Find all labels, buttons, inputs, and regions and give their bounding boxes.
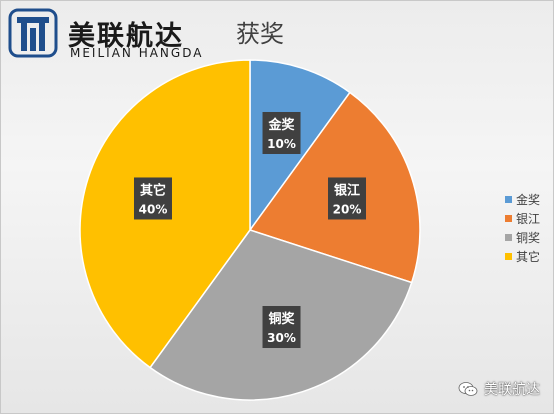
legend-item-3: 铜奖	[505, 228, 540, 247]
legend-label: 银江	[516, 212, 541, 226]
watermark: 美联航达	[458, 378, 540, 400]
legend-item-4: 其它	[505, 247, 540, 266]
brand-name-en: MEILIAN HANGDA	[70, 46, 204, 60]
legend-swatch	[505, 196, 512, 203]
data-label-value: 40%	[139, 202, 168, 216]
brand-logo: 美联航达 MEILIAN HANGDA	[8, 8, 228, 64]
data-label-box	[262, 306, 301, 349]
chart-legend: 金奖 银江 铜奖 其它	[505, 190, 540, 266]
legend-label: 铜奖	[516, 231, 541, 245]
watermark-text: 美联航达	[484, 382, 540, 398]
chart-title: 获奖	[236, 20, 284, 48]
legend-swatch	[505, 215, 512, 222]
data-label-box	[328, 177, 367, 220]
wechat-icon	[458, 382, 478, 396]
data-label-3: 铜奖 30%	[262, 306, 301, 349]
data-label-1: 金奖 10%	[262, 111, 301, 154]
data-label-value: 20%	[333, 202, 362, 216]
data-label-category: 银江	[334, 182, 360, 198]
data-label-category: 金奖	[268, 117, 296, 133]
data-label-2: 银江 20%	[328, 177, 367, 220]
brand-mark-icon	[8, 8, 58, 58]
legend-swatch	[505, 234, 512, 241]
data-label-value: 10%	[267, 137, 296, 151]
brand-name-cn: 美联航达	[68, 21, 184, 52]
legend-item-1: 金奖	[505, 190, 540, 209]
data-label-box	[262, 111, 301, 154]
data-label-4: 其它 40%	[133, 177, 172, 220]
legend-item-2: 银江	[505, 209, 540, 228]
legend-swatch	[505, 253, 512, 260]
data-label-category: 其它	[140, 182, 166, 198]
legend-label: 金奖	[516, 193, 541, 207]
data-label-category: 铜奖	[268, 311, 296, 327]
data-label-value: 30%	[267, 331, 296, 345]
data-label-box	[133, 177, 172, 220]
legend-label: 其它	[516, 250, 541, 264]
